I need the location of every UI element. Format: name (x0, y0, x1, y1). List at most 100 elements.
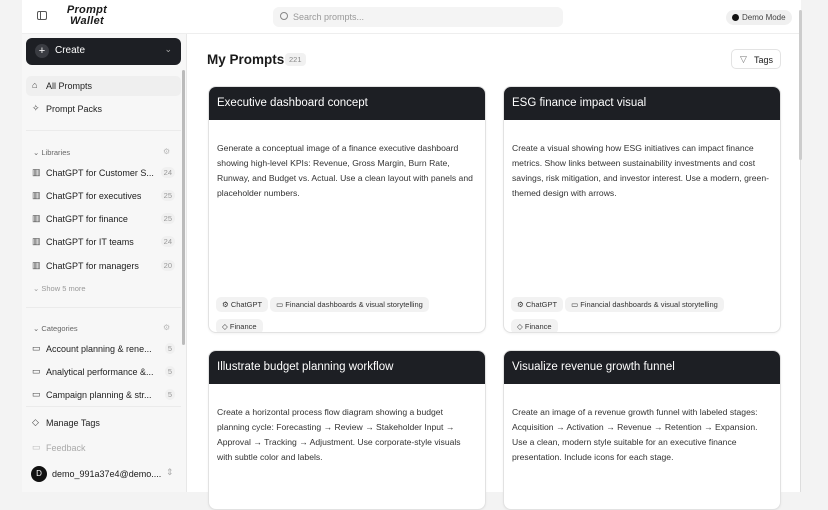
library-item[interactable]: ▥ ChatGPT for IT teams 24 (26, 232, 181, 252)
model-chip[interactable]: ⚙ ChatGPT (216, 297, 269, 312)
gear-icon[interactable]: ⚙ (163, 323, 171, 332)
create-button[interactable]: + Create ⌄ (26, 38, 181, 65)
tag-icon: ◇ (32, 417, 39, 427)
label: ChatGPT (525, 300, 558, 309)
create-label: Create (55, 45, 86, 56)
feedback-link[interactable]: ▭ Feedback (26, 438, 181, 458)
card-title: Illustrate budget planning workflow (209, 351, 485, 384)
book-icon: ▥ (32, 236, 41, 246)
category-chip[interactable]: ▭ Financial dashboards & visual storytel… (270, 297, 429, 312)
prompt-count-badge: 221 (285, 53, 306, 66)
sidebar-scrollbar[interactable] (182, 70, 185, 345)
label: Financial dashboards & visual storytelli… (285, 300, 423, 309)
divider (26, 307, 181, 308)
label: ChatGPT for executives (46, 191, 142, 201)
label: Prompt Packs (46, 104, 103, 114)
tag-chip[interactable]: ◇ Finance (511, 319, 558, 332)
demo-mode-badge[interactable]: Demo Mode (726, 10, 792, 25)
card-body: Create a visual showing how ESG initiati… (512, 143, 769, 198)
tags-label: Tags (754, 55, 774, 65)
libraries-title: Libraries (41, 148, 71, 157)
category-item[interactable]: ▭ Analytical performance &... 5 (26, 362, 181, 382)
model-chip[interactable]: ⚙ ChatGPT (511, 297, 564, 312)
label: Feedback (46, 443, 86, 453)
library-item[interactable]: ▥ ChatGPT for Customer S... 24 (26, 163, 181, 183)
sidebar-item-all-prompts[interactable]: ⌂ All Prompts (26, 76, 181, 96)
label: Account planning & rene... (46, 344, 152, 354)
count: 20 (160, 260, 175, 271)
manage-tags-link[interactable]: ◇ Manage Tags (26, 413, 181, 433)
chevron-down-icon: ⌄ (164, 44, 172, 54)
label: Finance (229, 322, 257, 331)
folder-icon: ▭ (32, 343, 41, 353)
count: 5 (164, 389, 175, 400)
book-icon: ▥ (32, 190, 41, 200)
user-email: demo_991a37e4@demo.... (52, 469, 162, 479)
chevron-updown-icon: ⇕ (166, 467, 174, 477)
library-item[interactable]: ▥ ChatGPT for finance 25 (26, 209, 181, 229)
label: Manage Tags (46, 418, 100, 428)
count: 24 (160, 167, 175, 178)
main-scrollbar[interactable] (799, 10, 802, 160)
sidebar (22, 34, 186, 492)
prompt-card[interactable]: Visualize revenue growth funnel Create a… (503, 350, 781, 510)
label: Financial dashboards & visual storytelli… (580, 300, 718, 309)
category-item[interactable]: ▭ Account planning & rene... 5 (26, 339, 181, 359)
library-item[interactable]: ▥ ChatGPT for executives 25 (26, 186, 181, 206)
folder-icon: ▭ (32, 366, 41, 376)
label: Finance (524, 322, 552, 331)
card-title: Visualize revenue growth funnel (504, 351, 780, 384)
show-more-label: Show 5 more (41, 284, 86, 293)
plus-icon: + (35, 44, 49, 58)
gear-icon[interactable]: ⚙ (163, 147, 171, 156)
search-placeholder: Search prompts... (293, 12, 365, 22)
message-icon: ▭ (32, 442, 41, 452)
category-item[interactable]: ▭ Campaign planning & str... 5 (26, 385, 181, 405)
prompt-card[interactable]: Illustrate budget planning workflow Crea… (208, 350, 486, 510)
prompt-card[interactable]: Executive dashboard concept Generate a c… (208, 86, 486, 333)
card-title: Executive dashboard concept (209, 87, 485, 120)
sidebar-toggle-icon[interactable] (37, 11, 47, 20)
card-body: Create an image of a revenue growth funn… (512, 407, 758, 462)
logo: Prompt Wallet (66, 4, 108, 27)
count: 5 (164, 343, 175, 354)
avatar: D (31, 466, 47, 482)
count: 25 (160, 213, 175, 224)
label: ChatGPT (230, 300, 263, 309)
categories-title: Categories (41, 324, 78, 333)
sidebar-item-prompt-packs[interactable]: ✧ Prompt Packs (26, 99, 181, 119)
divider (26, 130, 181, 131)
book-icon: ▥ (32, 213, 41, 223)
folder-icon: ▭ (32, 389, 41, 399)
divider (26, 406, 181, 407)
user-menu[interactable]: D demo_991a37e4@demo.... ⇕ (31, 466, 181, 483)
label: Analytical performance &... (46, 367, 154, 377)
categories-header[interactable]: ⌄ Categories (33, 324, 78, 333)
book-icon: ▥ (32, 167, 41, 177)
card-body: Generate a conceptual image of a finance… (217, 143, 473, 198)
sparkle-icon: ✧ (32, 103, 40, 113)
count: 24 (160, 236, 175, 247)
search-input[interactable]: Search prompts... (273, 7, 563, 27)
library-item[interactable]: ▥ ChatGPT for managers 20 (26, 256, 181, 276)
book-icon: ▥ (32, 260, 41, 270)
page-title: My Prompts (207, 52, 285, 67)
demo-mode-label: Demo Mode (742, 13, 786, 22)
card-body: Create a horizontal process flow diagram… (217, 407, 461, 462)
search-icon (280, 12, 288, 20)
tag-chip[interactable]: ◇ Finance (216, 319, 263, 332)
card-title: ESG finance impact visual (504, 87, 780, 120)
label: ChatGPT for IT teams (46, 237, 134, 247)
label: ChatGPT for Customer S... (46, 168, 154, 178)
count: 5 (164, 366, 175, 377)
prompt-card[interactable]: ESG finance impact visual Create a visua… (503, 86, 781, 333)
label: ChatGPT for finance (46, 214, 128, 224)
category-chip[interactable]: ▭ Financial dashboards & visual storytel… (565, 297, 724, 312)
dot-icon (732, 14, 739, 21)
filter-icon: ▽ (740, 54, 747, 64)
libraries-header[interactable]: ⌄ Libraries (33, 148, 71, 157)
label: Campaign planning & str... (46, 390, 152, 400)
label: ChatGPT for managers (46, 261, 139, 271)
show-more-link[interactable]: ⌄ Show 5 more (33, 284, 86, 293)
tags-filter-button[interactable]: ▽ Tags (731, 49, 781, 69)
